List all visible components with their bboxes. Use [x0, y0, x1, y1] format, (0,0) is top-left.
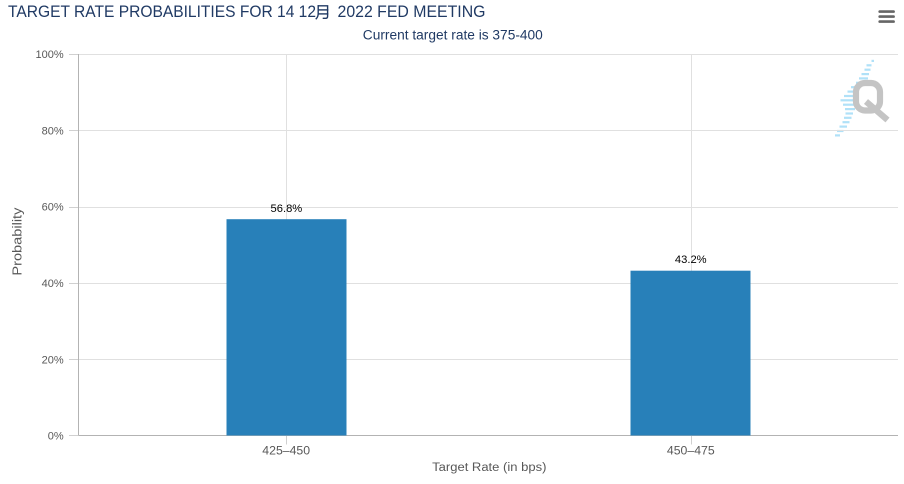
svg-text:56.8%: 56.8%	[271, 203, 303, 215]
svg-text:100%: 100%	[36, 49, 64, 61]
svg-text:20%: 20%	[42, 354, 64, 366]
svg-text:60%: 60%	[42, 202, 64, 214]
svg-text:43.2%: 43.2%	[675, 254, 707, 266]
svg-text:Current target rate is 375-400: Current target rate is 375-400	[363, 28, 543, 43]
svg-text:TARGET RATE PROBABILITIES FOR: TARGET RATE PROBABILITIES FOR 14 12	[8, 2, 316, 21]
svg-text:Target Rate (in bps): Target Rate (in bps)	[432, 462, 546, 474]
svg-text:0%: 0%	[48, 430, 64, 442]
svg-text:80%: 80%	[42, 125, 64, 137]
svg-text:2022 FED MEETING: 2022 FED MEETING	[338, 2, 486, 21]
svg-text:425–450: 425–450	[262, 445, 310, 457]
svg-text:Probability: Probability	[11, 207, 25, 276]
svg-text:40%: 40%	[42, 278, 64, 290]
svg-text:450–475: 450–475	[667, 445, 715, 457]
